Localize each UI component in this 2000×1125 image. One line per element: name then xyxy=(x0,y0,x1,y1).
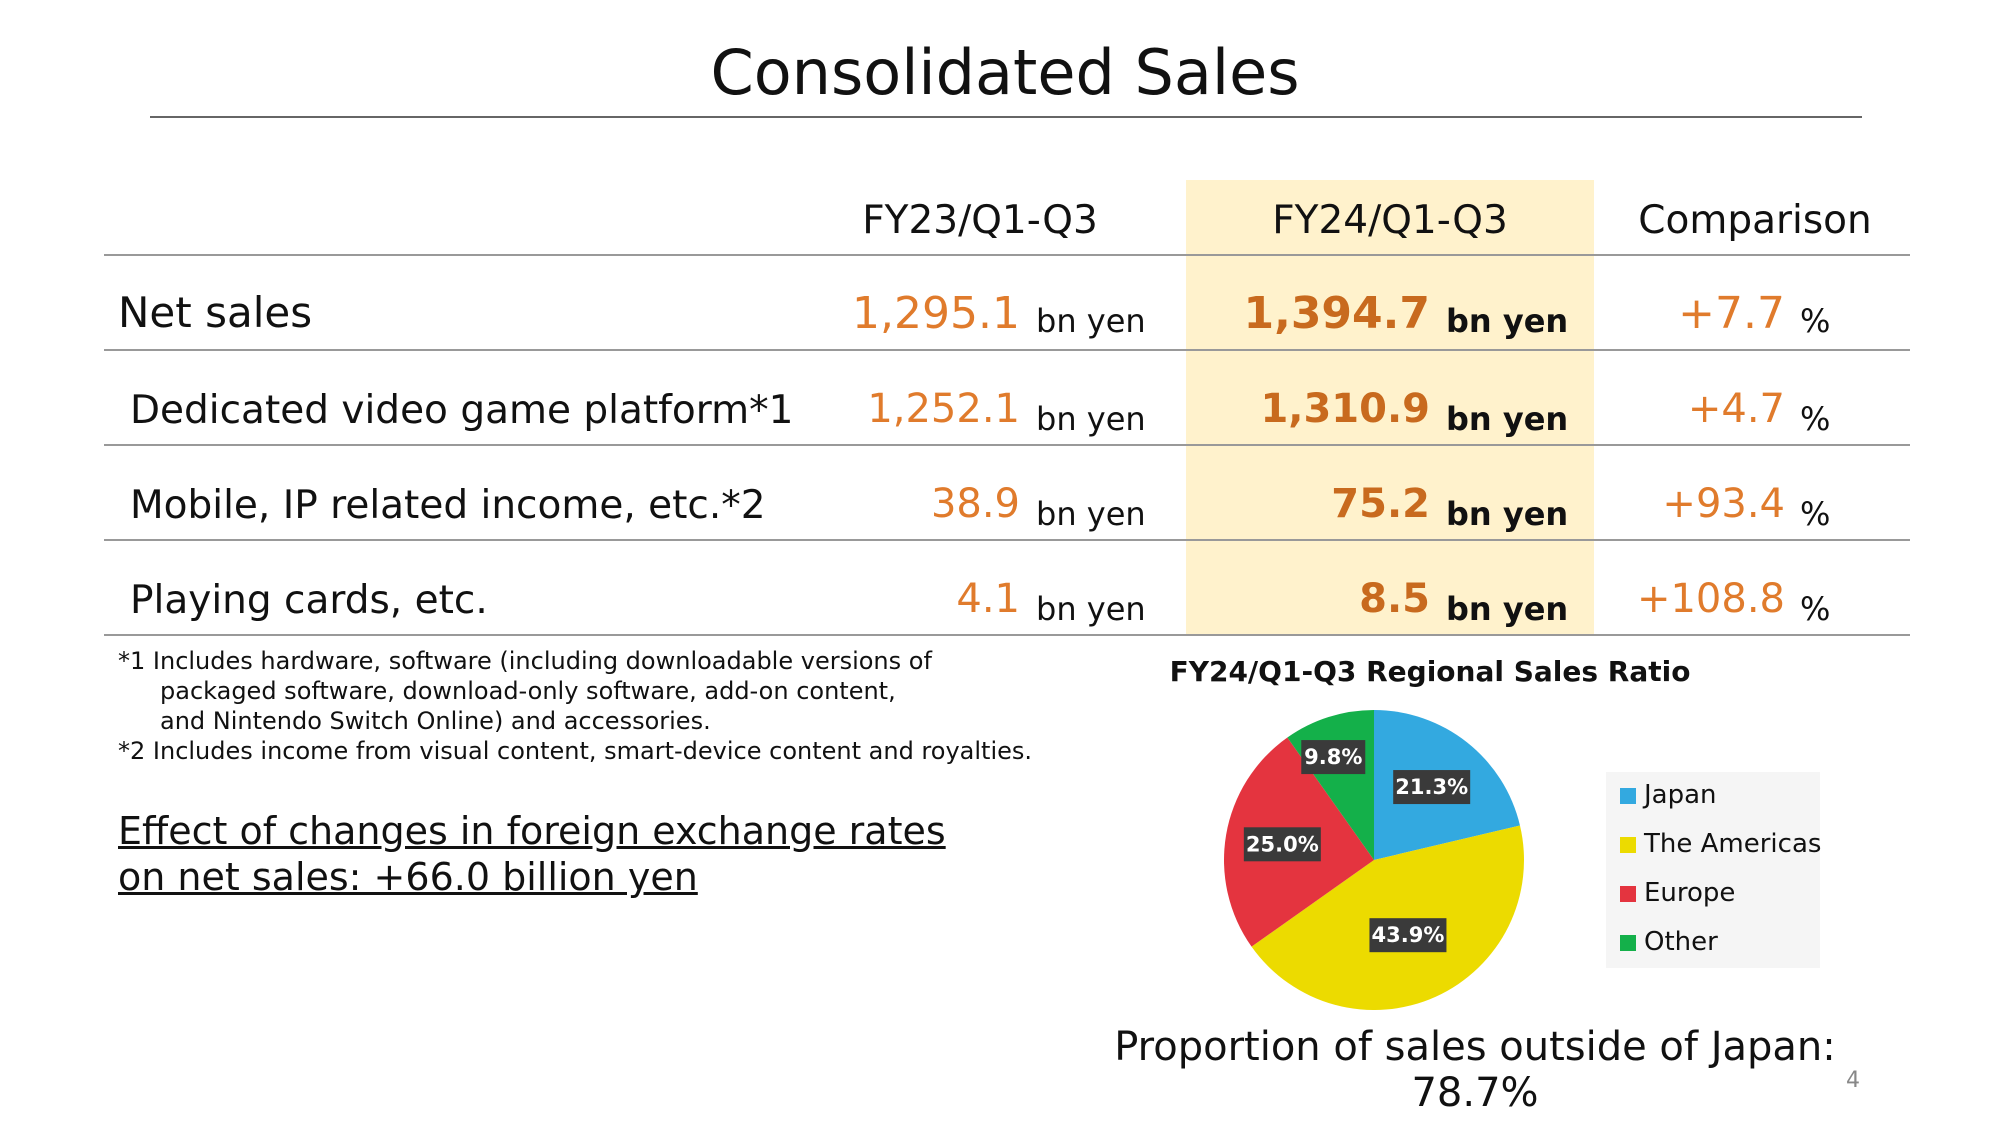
net-sales-comparison: +7.7 xyxy=(1678,288,1785,339)
percent-label: % xyxy=(1800,302,1831,340)
dedicated-platform-fy23: 1,252.1 xyxy=(867,386,1020,432)
legend-label: The Americas xyxy=(1644,829,1822,859)
pie-label-text: 21.3% xyxy=(1395,775,1468,799)
chart-title: FY24/Q1-Q3 Regional Sales Ratio xyxy=(1169,655,1691,688)
legend-swatch xyxy=(1620,836,1636,853)
playing-cards-fy23: 4.1 xyxy=(956,576,1020,622)
footnote-1-cont: and Nintendo Switch Online) and accessor… xyxy=(160,707,711,735)
header-fy24: FY24/Q1-Q3 xyxy=(1272,198,1508,243)
legend-item-japan: Japan xyxy=(1620,780,1717,810)
legend-item-other: Other xyxy=(1620,927,1718,957)
playing-cards-comparison: +108.8 xyxy=(1636,576,1785,622)
dedicated-platform-comparison: +4.7 xyxy=(1687,386,1785,432)
table-rule xyxy=(104,349,1910,351)
percent-label: % xyxy=(1800,590,1831,628)
header-fy23: FY23/Q1-Q3 xyxy=(862,198,1098,243)
header-comparison: Comparison xyxy=(1638,198,1872,243)
row-label-mobile-ip: Mobile, IP related income, etc.*2 xyxy=(130,483,766,528)
legend-swatch xyxy=(1620,787,1636,804)
net-sales-fy24: 1,394.7 xyxy=(1243,288,1430,339)
row-label-dedicated-platform: Dedicated video game platform*1 xyxy=(130,388,794,433)
dedicated-platform-fy24: 1,310.9 xyxy=(1260,386,1430,432)
pie-label-box xyxy=(1243,827,1321,862)
footnote-1: *1 Includes hardware, software (includin… xyxy=(118,647,932,675)
unit-label: bn yen xyxy=(1036,302,1146,340)
pie-label-box xyxy=(1393,770,1471,805)
legend-swatch xyxy=(1620,885,1636,902)
unit-label: bn yen xyxy=(1036,495,1146,533)
fx-effect-note: Effect of changes in foreign exchange ra… xyxy=(118,808,946,900)
legend-label: Other xyxy=(1644,927,1718,957)
row-label-playing-cards: Playing cards, etc. xyxy=(130,578,488,623)
pie-label-japan: 21.3% xyxy=(1393,770,1471,805)
legend-item-europe: Europe xyxy=(1620,878,1735,908)
pie-label-europe: 25.0% xyxy=(1243,827,1321,862)
table-rule xyxy=(104,444,1910,446)
pie-label-box xyxy=(1301,740,1366,775)
table-rule xyxy=(104,539,1910,541)
footnotes: *1 Includes hardware, software (includin… xyxy=(118,646,1032,766)
percent-label: % xyxy=(1800,400,1831,438)
unit-label: bn yen xyxy=(1446,590,1569,628)
legend-label: Europe xyxy=(1644,878,1736,908)
unit-label: bn yen xyxy=(1446,302,1569,340)
unit-label: bn yen xyxy=(1036,590,1146,628)
footnote-1-cont: packaged software, download-only softwar… xyxy=(160,677,896,705)
net-sales-fy23: 1,295.1 xyxy=(852,288,1020,339)
mobile-ip-comparison: +93.4 xyxy=(1662,481,1785,527)
page-title: Consolidated Sales xyxy=(710,36,1300,109)
pie-label-text: 9.8% xyxy=(1304,745,1362,769)
pie-label-text: 43.9% xyxy=(1372,923,1445,947)
unit-label: bn yen xyxy=(1036,400,1146,438)
page-number: 4 xyxy=(1846,1068,1860,1093)
unit-label: bn yen xyxy=(1446,495,1569,533)
pie-label-text: 25.0% xyxy=(1246,832,1319,856)
legend-swatch xyxy=(1620,934,1636,951)
regional-sales-pie-chart: 21.3% 43.9% 25.0% 9.8% xyxy=(1224,710,1524,1010)
mobile-ip-fy24: 75.2 xyxy=(1331,481,1430,527)
chart-legend: Japan The Americas Europe Other xyxy=(1606,772,1821,968)
fx-line-1: Effect of changes in foreign exchange ra… xyxy=(118,809,946,853)
pie-slice-americas xyxy=(1251,825,1524,1010)
legend-label: Japan xyxy=(1644,780,1717,810)
pie-label-americas: 43.9% xyxy=(1369,918,1447,953)
footnote-2: *2 Includes income from visual content, … xyxy=(118,737,1033,765)
mobile-ip-fy23: 38.9 xyxy=(930,481,1020,527)
title-divider xyxy=(150,116,1862,118)
legend-item-americas: The Americas xyxy=(1620,829,1821,859)
row-label-net-sales: Net sales xyxy=(118,288,313,337)
pie-label-other: 9.8% xyxy=(1301,740,1366,775)
unit-label: bn yen xyxy=(1446,400,1569,438)
table-rule xyxy=(104,254,1910,256)
table-rule xyxy=(104,634,1910,636)
percent-label: % xyxy=(1800,495,1831,533)
fx-line-2: on net sales: +66.0 billion yen xyxy=(118,855,698,899)
pie-label-box xyxy=(1369,918,1447,953)
outside-japan-proportion: Proportion of sales outside of Japan: 78… xyxy=(1114,1024,1836,1116)
playing-cards-fy24: 8.5 xyxy=(1359,576,1430,622)
